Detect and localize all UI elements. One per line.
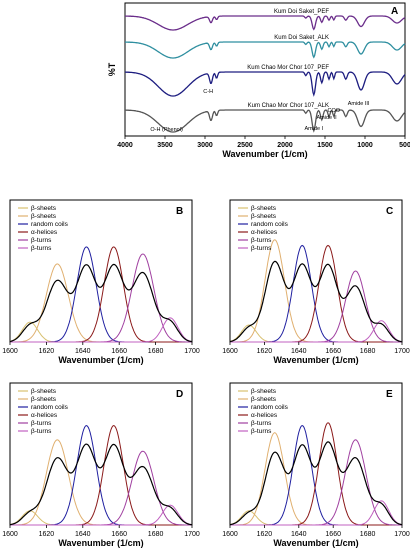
x-tick-label: 1680	[148, 531, 164, 538]
x-tick-label: 1600	[2, 348, 18, 355]
x-tick-label: 1600	[222, 531, 238, 538]
panel-a-xtick-label: 3000	[197, 142, 213, 149]
panel-letter: D	[176, 389, 183, 400]
legend-label: random coils	[31, 221, 69, 228]
panel-letter: E	[386, 389, 393, 400]
x-tick-label: 1620	[39, 348, 55, 355]
legend-label: β-sheets	[251, 213, 277, 220]
panel-a-xtick-label: 500	[399, 142, 410, 149]
legend-label: β-sheets	[31, 213, 57, 220]
x-tick-label: 1680	[360, 531, 376, 538]
legend-label: β-sheets	[31, 396, 57, 403]
legend-label: β-turns	[31, 420, 52, 427]
legend-label: β-turns	[251, 245, 272, 252]
envelope-curve	[9, 443, 193, 526]
x-tick-label: 1700	[394, 531, 410, 538]
legend-label: β-turns	[251, 428, 272, 435]
panel-a: 4000 3500 3000 2500 2000 1500 1000 500 Wavenumbe…	[107, 2, 410, 159]
peak-component-curve	[10, 504, 193, 526]
panel-a-annotation: Amide II	[317, 115, 338, 121]
x-tick-label: 1600	[2, 531, 18, 538]
panel-a-xtick-label: 2000	[277, 142, 293, 149]
x-tick-label: 1660	[325, 348, 341, 355]
panel-a-series-label: Kum Chao Mor Chor 107_PEF	[247, 65, 329, 71]
panel-a-series-line	[125, 71, 406, 97]
panel-a-xtick-label: 1500	[317, 142, 333, 149]
panel-a-series-line	[125, 109, 406, 133]
legend-label: β-sheets	[251, 396, 277, 403]
x-axis-label: Wavenumber (1/cm)	[58, 538, 143, 548]
panel-letter: C	[386, 206, 393, 217]
legend-label: α-helices	[251, 229, 278, 236]
panel-a-series-label: Kum Doi Saket_ALK	[274, 35, 329, 41]
legend-label: β-sheets	[31, 205, 57, 212]
envelope-curve	[9, 263, 193, 343]
x-tick-label: 1600	[222, 348, 238, 355]
panel-a-annotation: C-H	[203, 89, 213, 95]
envelope-curve	[229, 441, 403, 526]
x-tick-label: 1640	[291, 348, 307, 355]
x-axis-label: Wavenumber (1/cm)	[273, 355, 358, 365]
x-axis-label: Wavenumber (1/cm)	[273, 538, 358, 548]
panel-a-annotation: O-H (Phenol)	[150, 127, 183, 133]
panel-a-annotation: Amide III	[348, 101, 370, 107]
legend-label: β-sheets	[251, 205, 277, 212]
legend-label: β-sheets	[31, 388, 57, 395]
panel-a-xtick-label: 1000	[357, 142, 373, 149]
x-tick-label: 1620	[39, 531, 55, 538]
panel-a-frame	[124, 2, 406, 137]
x-tick-label: 1640	[75, 348, 91, 355]
envelope-curve	[229, 260, 403, 343]
peak-component-curve	[230, 500, 403, 526]
panel-a-xtick-label: 3500	[157, 142, 173, 149]
x-tick-label: 1680	[360, 348, 376, 355]
panel-frame	[229, 199, 403, 343]
x-tick-label: 1700	[394, 348, 410, 355]
panel-a-series-label: Kum Doi Saket_PEF	[274, 9, 329, 15]
panel-a-annotation: Amide I	[304, 126, 323, 132]
panel-letter: B	[176, 206, 183, 217]
peak-component-curve	[230, 320, 403, 343]
x-tick-label: 1680	[148, 348, 164, 355]
x-tick-label: 1700	[184, 348, 200, 355]
legend-label: α-helices	[31, 229, 58, 236]
legend-label: random coils	[251, 221, 289, 228]
panel-a-letter: A	[391, 6, 398, 17]
legend-label: β-turns	[31, 245, 52, 252]
legend-label: random coils	[31, 404, 69, 411]
x-tick-label: 1660	[111, 348, 127, 355]
panel-a-xtick-label: 4000	[117, 142, 133, 149]
legend-label: β-turns	[251, 237, 272, 244]
panel-a-series-line	[125, 41, 406, 59]
panel-a-series-line	[125, 15, 406, 31]
x-tick-label: 1640	[75, 531, 91, 538]
x-tick-label: 1660	[325, 531, 341, 538]
legend-label: β-turns	[31, 237, 52, 244]
x-tick-label: 1700	[184, 531, 200, 538]
panel-a-xtick-label: 2500	[237, 142, 253, 149]
panel-a-annotation: COO	[328, 108, 341, 114]
legend-label: α-helices	[31, 412, 58, 419]
panel-a-ylabel: %T	[107, 62, 117, 76]
legend-label: α-helices	[251, 412, 278, 419]
x-axis-label: Wavenumber (1/cm)	[58, 355, 143, 365]
x-tick-label: 1620	[257, 348, 273, 355]
x-tick-label: 1620	[257, 531, 273, 538]
x-tick-label: 1640	[291, 531, 307, 538]
legend-label: random coils	[251, 404, 289, 411]
legend-label: β-turns	[31, 428, 52, 435]
legend-label: β-turns	[251, 420, 272, 427]
x-tick-label: 1660	[111, 531, 127, 538]
panel-a-series-label: Kum Chao Mor Chor 107_ALK	[248, 103, 329, 109]
peak-component-curve	[10, 317, 193, 343]
panel-a-xlabel: Wavenumber (1/cm)	[222, 149, 307, 159]
legend-label: β-sheets	[251, 388, 277, 395]
